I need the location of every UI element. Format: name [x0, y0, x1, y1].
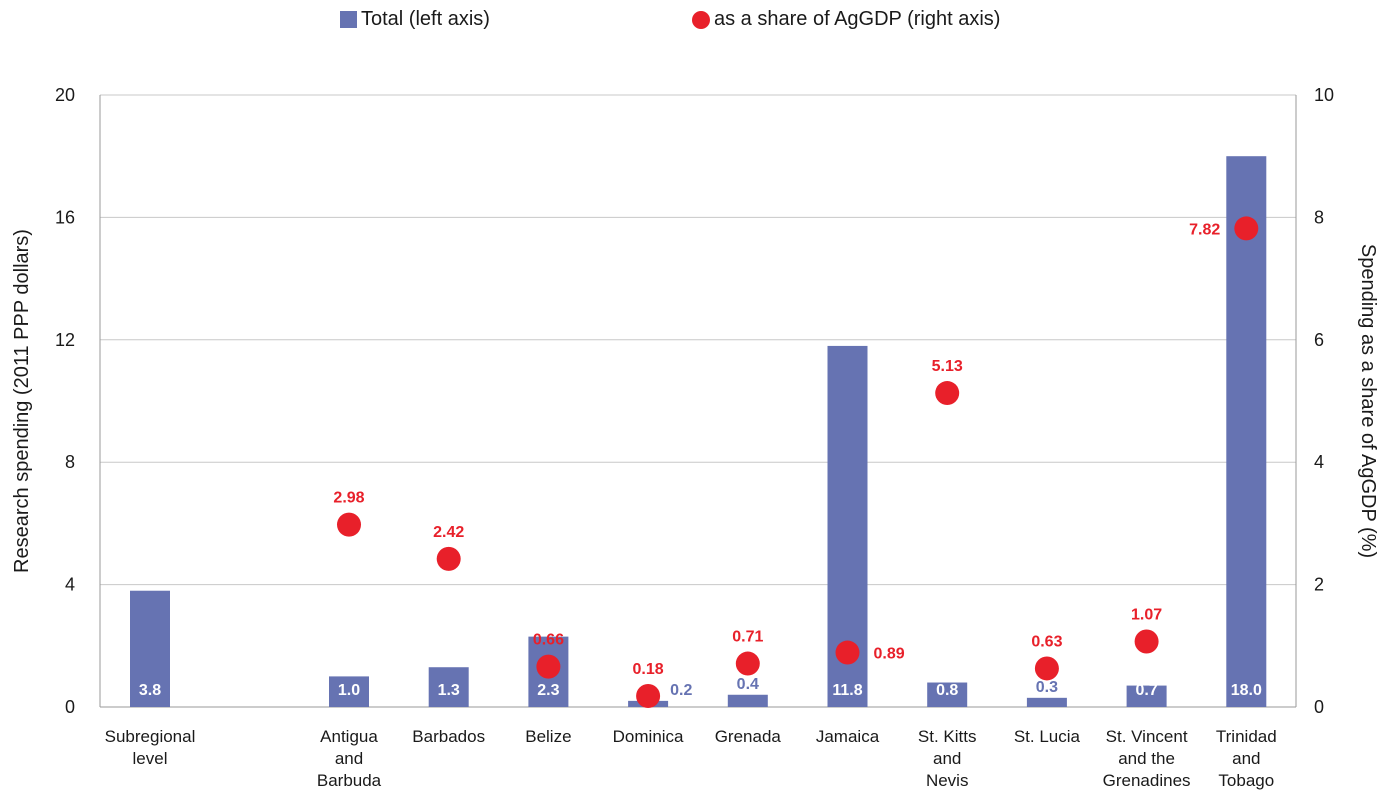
- share-data-label: 2.98: [333, 490, 364, 507]
- bar: [329, 676, 369, 707]
- x-tick-label: Belize: [525, 727, 571, 746]
- y-axis-title-left: Research spending (2011 PPP dollars): [11, 229, 33, 573]
- x-tick-label: Grenada: [715, 727, 782, 746]
- bar-data-label: 3.8: [139, 682, 161, 699]
- x-tick-label: Barbados: [412, 727, 485, 746]
- share-point: [1134, 629, 1159, 654]
- dot-swatch-icon: [692, 10, 710, 29]
- bar-data-label: 18.0: [1231, 682, 1262, 699]
- share-data-label: 0.63: [1031, 633, 1062, 650]
- bar-data-label: 1.3: [438, 682, 460, 699]
- bar: [1026, 697, 1067, 707]
- x-tick-label: Jamaica: [816, 727, 880, 746]
- x-tick-label: St. Kitts: [918, 727, 977, 746]
- y-axis-title-right: Spending as a share of AgGDP (%): [1357, 244, 1379, 558]
- share-data-label: 5.13: [932, 358, 963, 375]
- x-tick-label: Dominica: [613, 727, 684, 746]
- share-data-label: 1.07: [1131, 607, 1162, 624]
- x-tick-label: St. Lucia: [1014, 727, 1081, 746]
- share-data-label: 2.42: [433, 524, 464, 541]
- y-tick-right: 4: [1314, 452, 1324, 472]
- x-tick-label: Grenadines: [1103, 771, 1191, 790]
- share-point: [636, 683, 661, 708]
- bar: [428, 667, 469, 707]
- bar-data-label: 0.7: [1135, 682, 1157, 699]
- x-tick-label: and: [933, 749, 961, 768]
- y-tick-left: 4: [65, 575, 75, 595]
- x-tick-label: level: [133, 749, 168, 768]
- y-tick-left: 20: [55, 85, 75, 105]
- x-tick-label: Tobago: [1218, 771, 1274, 790]
- share-point: [536, 654, 561, 679]
- x-tick-label: Barbuda: [317, 771, 382, 790]
- y-tick-left: 0: [65, 697, 75, 717]
- bar-swatch-icon: [340, 11, 357, 28]
- y-tick-right: 8: [1314, 207, 1324, 227]
- y-tick-right: 0: [1314, 697, 1324, 717]
- share-point: [835, 640, 860, 665]
- bar-data-label: 0.3: [1036, 679, 1058, 696]
- y-tick-right: 6: [1314, 330, 1324, 350]
- x-tick-label: Nevis: [926, 771, 969, 790]
- x-tick-label: and: [335, 749, 363, 768]
- x-tick-label: and: [1232, 749, 1260, 768]
- share-point: [337, 512, 361, 537]
- legend-label-bars: Total (left axis): [361, 8, 490, 30]
- x-tick-label: St. Vincent: [1106, 727, 1188, 746]
- share-data-label: 0.89: [874, 646, 905, 663]
- y-tick-right: 10: [1314, 85, 1334, 105]
- share-data-label: 0.66: [533, 632, 564, 649]
- share-data-label: 7.82: [1189, 221, 1220, 238]
- legend-item-dots: as a share of AgGDP (right axis): [692, 8, 1000, 31]
- bar: [1126, 685, 1167, 707]
- bar-data-label: 2.3: [537, 682, 559, 699]
- y-tick-left: 16: [55, 207, 75, 227]
- x-tick-label: Trinidad: [1216, 727, 1277, 746]
- legend-item-bars: Total (left axis): [340, 8, 490, 31]
- share-point: [935, 381, 960, 406]
- bar: [927, 682, 968, 707]
- y-tick-right: 2: [1314, 575, 1324, 595]
- bar-data-label: 0.4: [737, 676, 759, 693]
- y-tick-left: 12: [55, 330, 75, 350]
- bar-data-label: 1.0: [338, 682, 360, 699]
- bar: [727, 694, 768, 707]
- bar-data-label: 0.2: [670, 682, 692, 699]
- bar-data-label: 11.8: [832, 682, 862, 699]
- bar: [1226, 156, 1267, 707]
- share-point: [1234, 216, 1259, 241]
- share-point: [1034, 656, 1059, 681]
- legend-label-dots: as a share of AgGDP (right axis): [714, 8, 1001, 30]
- share-data-label: 0.18: [633, 661, 664, 678]
- bar-data-label: 0.8: [936, 682, 958, 699]
- x-tick-label: Antigua: [320, 727, 378, 746]
- x-tick-label: Subregional: [105, 727, 196, 746]
- bar: [130, 590, 170, 707]
- x-tick-label: and the: [1118, 749, 1175, 768]
- share-data-label: 0.71: [732, 629, 763, 646]
- share-point: [436, 546, 461, 571]
- share-point: [735, 651, 760, 676]
- y-tick-left: 8: [65, 452, 75, 472]
